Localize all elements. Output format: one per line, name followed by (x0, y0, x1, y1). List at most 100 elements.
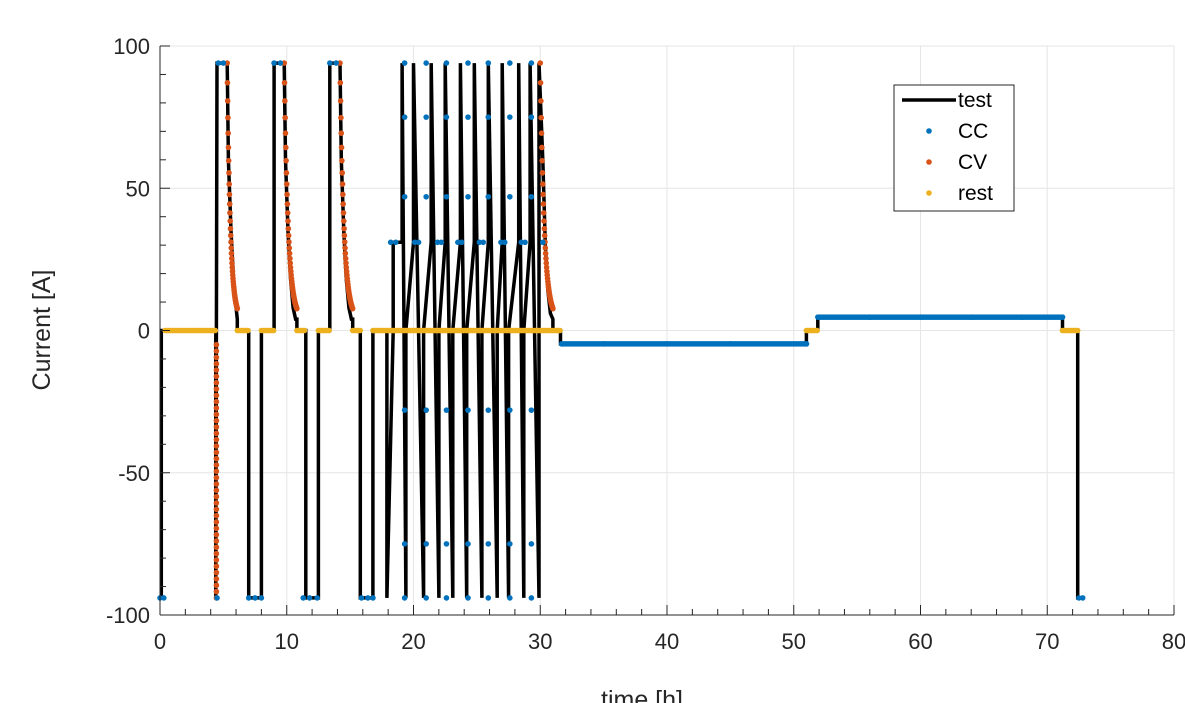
x-tick-label: 40 (655, 629, 679, 654)
cc-marker (401, 60, 408, 66)
y-tick-label: 0 (138, 319, 150, 344)
cc-marker (358, 595, 365, 601)
x-tick-label: 0 (154, 629, 166, 654)
series-test-line (159, 61, 1083, 600)
cv-marker (541, 218, 547, 224)
cv-marker (287, 255, 293, 262)
cv-marker (213, 557, 220, 563)
cv-marker (339, 181, 346, 187)
cc-marker (401, 541, 408, 547)
cv-marker (341, 225, 347, 232)
cc-marker (443, 60, 450, 66)
cc-marker (300, 595, 307, 601)
y-tick-label: 50 (126, 176, 150, 201)
cv-marker (213, 512, 220, 519)
cc-marker (803, 341, 810, 347)
cv-marker (213, 436, 220, 443)
x-tick-label: 60 (908, 629, 932, 654)
cv-marker (213, 569, 220, 576)
cc-marker (333, 60, 339, 66)
cc-marker (370, 595, 376, 601)
rest-marker (212, 327, 219, 334)
cv-marker (538, 130, 545, 136)
cc-marker (443, 407, 450, 413)
cv-marker (227, 225, 234, 232)
cc-marker (480, 239, 487, 246)
cv-marker (226, 181, 233, 187)
rest-marker (245, 327, 251, 334)
cv-marker (284, 191, 290, 198)
cc-marker (465, 193, 471, 200)
cc-marker (314, 595, 320, 601)
x-tick-label: 70 (1035, 629, 1059, 654)
cv-marker (213, 430, 220, 437)
cv-marker (283, 181, 290, 187)
cv-marker (213, 379, 220, 386)
cv-marker (213, 576, 220, 582)
cc-marker (485, 60, 492, 66)
cc-marker (423, 595, 429, 601)
cv-marker (213, 449, 220, 456)
cc-marker (401, 407, 408, 413)
cv-marker (537, 79, 544, 86)
cv-marker (540, 210, 547, 216)
legend-swatch-cc (926, 128, 932, 134)
cc-marker (423, 407, 429, 413)
cv-marker (282, 98, 288, 104)
cc-marker (365, 595, 371, 601)
cc-marker (485, 193, 492, 200)
cc-marker (443, 541, 450, 547)
cv-marker (213, 348, 220, 354)
cv-marker (338, 114, 344, 121)
series-cv (213, 60, 556, 601)
x-tick-label: 50 (782, 629, 806, 654)
cv-marker (340, 218, 347, 224)
cv-marker (213, 398, 220, 405)
cc-marker (528, 114, 535, 120)
cc-marker (161, 595, 167, 601)
cc-marker (465, 407, 471, 413)
cv-marker (213, 500, 220, 506)
cv-marker (229, 264, 236, 271)
cv-marker (213, 373, 220, 380)
cv-marker (234, 305, 241, 312)
cc-marker (1079, 595, 1086, 601)
cc-marker (215, 60, 222, 66)
cv-marker (337, 79, 344, 86)
cc-marker (458, 239, 465, 246)
axes (159, 45, 1175, 616)
cv-marker (282, 130, 289, 136)
cv-marker (225, 144, 232, 151)
cv-marker (213, 386, 220, 392)
cv-marker (538, 98, 544, 104)
cv-marker (281, 79, 288, 86)
gridlines (159, 45, 1175, 616)
cc-marker (401, 193, 408, 200)
cv-marker (213, 405, 220, 411)
cv-marker (228, 245, 235, 251)
cv-marker (349, 305, 356, 312)
cv-marker (226, 191, 233, 198)
cv-marker (229, 260, 235, 266)
cc-marker (327, 60, 333, 66)
rest-marker (557, 327, 563, 334)
cv-marker (228, 250, 235, 257)
cc-marker (465, 114, 471, 120)
cv-marker (286, 250, 293, 257)
rest-marker (270, 327, 277, 334)
cc-marker (443, 595, 450, 601)
cv-marker (285, 225, 292, 232)
cc-marker (438, 239, 445, 246)
cv-marker (226, 201, 233, 207)
cc-marker (501, 239, 508, 246)
cv-marker (213, 544, 220, 551)
cv-marker (340, 201, 346, 207)
cc-marker (507, 407, 513, 413)
cc-marker (443, 114, 450, 120)
cv-marker (341, 232, 348, 239)
cv-marker (294, 305, 300, 312)
cv-marker (225, 130, 231, 136)
y-tick-label: 100 (113, 34, 150, 59)
cv-marker (540, 201, 547, 207)
cv-marker (213, 468, 220, 475)
